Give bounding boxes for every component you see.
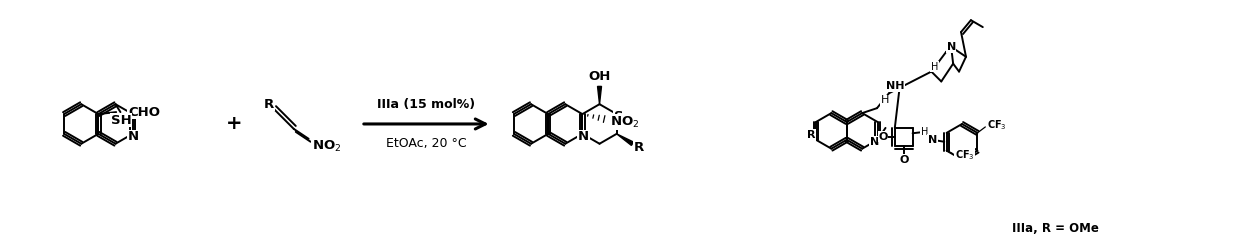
Text: S: S [614, 110, 624, 122]
Text: R: R [634, 141, 644, 154]
Text: N: N [870, 137, 879, 147]
Text: NH: NH [885, 81, 904, 91]
Text: EtOAc, 20 °C: EtOAc, 20 °C [386, 137, 466, 150]
Text: O: O [878, 132, 888, 142]
Text: H: H [921, 127, 929, 137]
Polygon shape [616, 134, 634, 145]
Text: N: N [946, 42, 956, 52]
Text: H: H [931, 62, 937, 72]
Text: OH: OH [588, 70, 611, 83]
Text: CF$_3$: CF$_3$ [987, 118, 1007, 132]
Text: CHO: CHO [128, 106, 160, 119]
Text: R: R [264, 98, 274, 111]
Text: SH: SH [112, 113, 131, 127]
Text: N: N [128, 130, 139, 143]
Text: NO$_2$: NO$_2$ [610, 114, 640, 129]
Text: R: R [807, 130, 815, 140]
Text: N: N [578, 130, 589, 143]
Text: CF$_3$: CF$_3$ [955, 149, 975, 162]
Text: +: + [226, 114, 243, 134]
Text: NO$_2$: NO$_2$ [311, 139, 341, 154]
Text: H: H [880, 95, 889, 105]
Polygon shape [598, 86, 601, 104]
Text: IIIa, R = OMe: IIIa, R = OMe [1012, 222, 1099, 235]
Text: N: N [928, 135, 937, 145]
Text: O: O [899, 155, 909, 165]
Text: IIIa (15 mol%): IIIa (15 mol%) [377, 98, 475, 111]
